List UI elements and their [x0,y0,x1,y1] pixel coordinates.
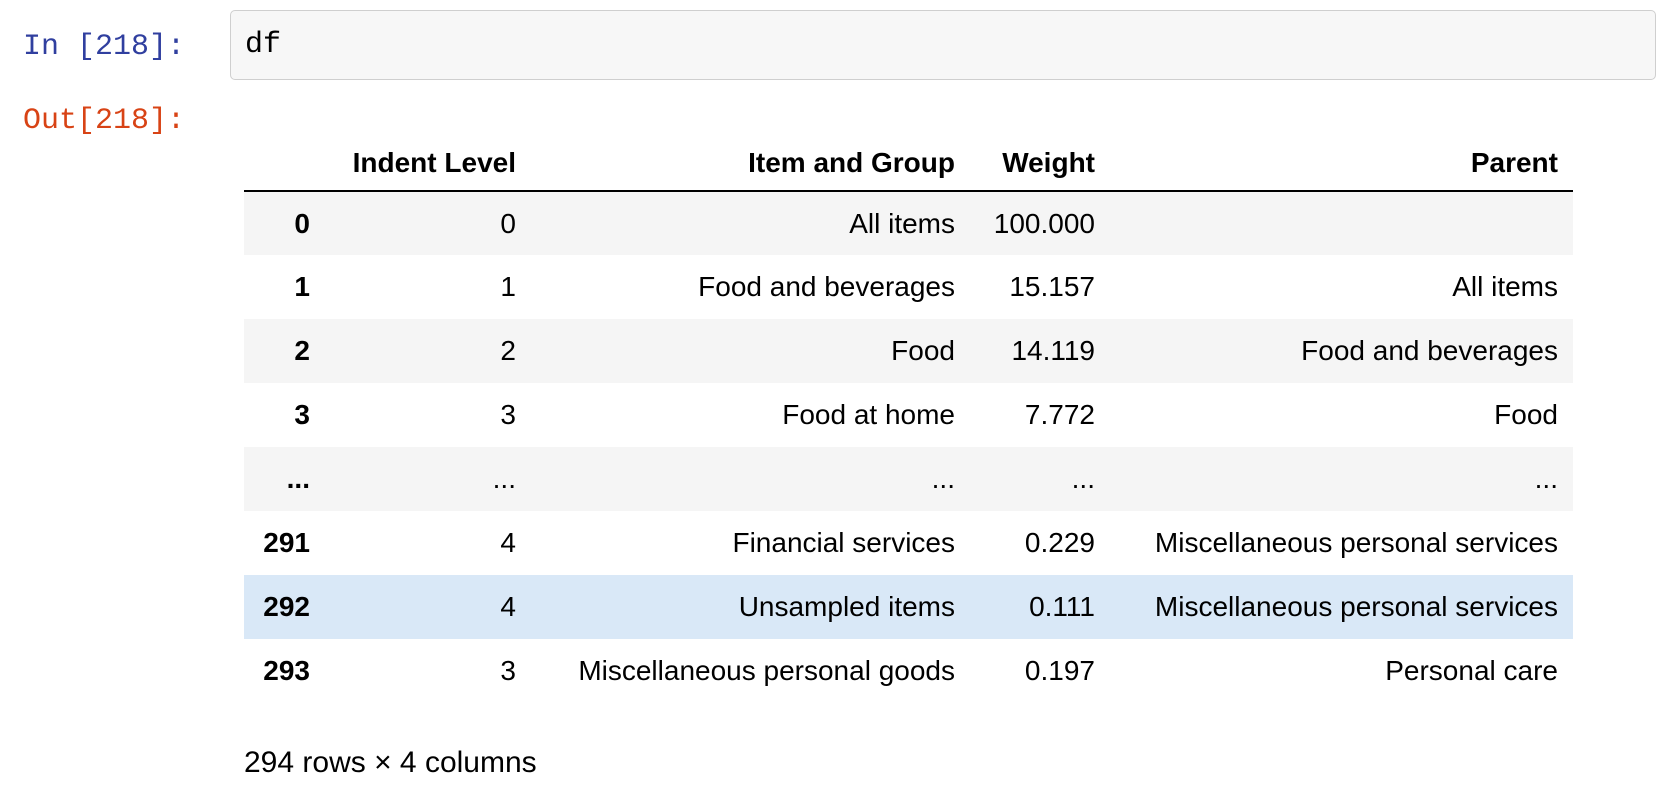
table-cell: Miscellaneous personal services [1154,591,1558,622]
table-cell: 0.197 [1024,655,1095,686]
table-cell: ... [1071,463,1095,494]
table-cell: All items [1452,271,1558,302]
table-cell: ... [1534,463,1558,494]
table-cell: Food and beverages [698,271,955,302]
table-cell: Miscellaneous personal goods [578,655,955,686]
table-row: ............... [244,447,1573,511]
output-area: Indent Level Item and Group Weight Paren… [244,135,1573,703]
table-cell: 2 [500,335,516,366]
table-cell: Food [1494,399,1558,430]
header-row: Indent Level Item and Group Weight Paren… [244,135,1573,192]
row-index: 3 [294,399,310,430]
table-cell: Food and beverages [1301,335,1558,366]
row-index: ... [286,463,310,494]
row-index: 291 [263,527,310,558]
table-cell: ... [931,463,955,494]
code-cell-input[interactable]: df [230,10,1656,80]
table-cell: Financial services [732,527,955,558]
table-row: 292 4 Unsampled items 0.111 Miscellaneous pe… [244,575,1573,639]
table-cell: Food at home [782,399,955,430]
column-header-weight: Weight [970,135,1110,192]
table-cell: Unsampled items [738,591,955,622]
dataframe-table: Indent Level Item and Group Weight Paren… [244,135,1573,703]
output-prompt: Out[218]: [23,104,186,138]
table-cell: 7.772 [1024,399,1095,430]
column-header-indent-level: Indent Level [325,135,531,192]
table-cell: 1 [500,271,516,302]
dataframe-shape-caption: 294 rows × 4 columns [244,746,537,779]
table-cell: 0.111 [1029,591,1095,622]
row-index: 292 [263,591,310,622]
table-cell: 100.000 [993,207,1095,239]
table-cell: Miscellaneous personal services [1154,527,1558,558]
index-corner-header [244,135,325,192]
table-row: 293 3 Miscellaneous personal goods 0.197 Per… [244,639,1573,703]
table-row: 2 2 Food 14.119 Food and beverages [244,319,1573,383]
table-cell: Personal care [1385,655,1558,686]
row-index: 0 [294,207,310,239]
row-index: 293 [263,655,310,686]
table-cell: 4 [500,591,516,622]
table-row: 291 4 Financial services 0.229 Miscellaneous… [244,511,1573,575]
table-cell: 3 [500,655,516,686]
row-index: 2 [294,335,310,366]
table-cell: 0.229 [1024,527,1095,558]
table-cell: 3 [500,399,516,430]
table-cell: 15.157 [1009,271,1095,302]
dataframe-body: 0 0 All items 100.000 1 1 Food and beverages 15… [244,191,1573,703]
input-prompt: In [218]: [23,30,186,64]
table-cell: All items [849,207,955,239]
table-cell: ... [492,463,516,494]
column-header-item-and-group: Item and Group [531,135,970,192]
table-cell: 4 [500,527,516,558]
table-cell: 0 [500,207,516,239]
code-text[interactable]: df [245,28,282,62]
row-index: 1 [294,271,310,302]
table-row: 3 3 Food at home 7.772 Food [244,383,1573,447]
column-header-parent: Parent [1110,135,1573,192]
table-cell [1110,191,1573,255]
table-cell: 14.119 [1011,335,1095,366]
table-row: 0 0 All items 100.000 [244,191,1573,255]
table-row: 1 1 Food and beverages 15.157 All items [244,255,1573,319]
table-cell: Food [891,335,955,366]
